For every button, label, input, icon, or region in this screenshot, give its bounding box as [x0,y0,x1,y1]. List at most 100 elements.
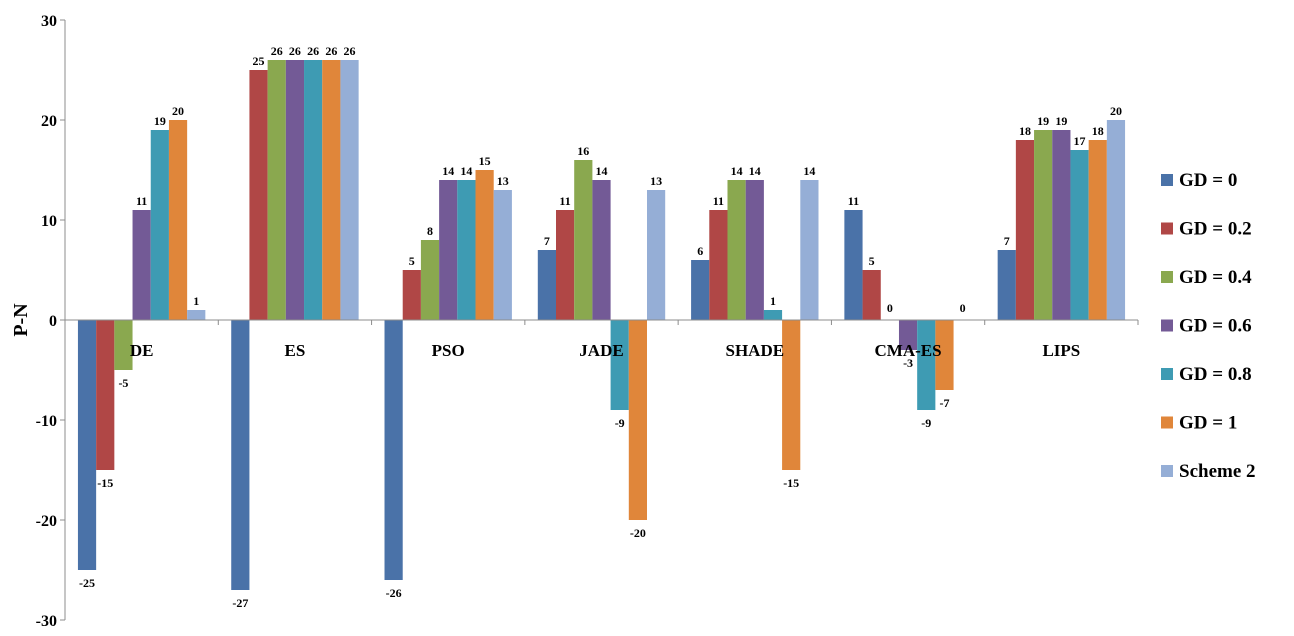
bar-de-series-5 [168,120,188,320]
data-label: 18 [1092,124,1104,138]
data-label: 1 [770,294,776,308]
data-label: 26 [271,44,283,58]
bar-de-series-1 [96,320,115,470]
bar-lips-series-1 [1015,140,1035,320]
legend-swatch [1161,368,1173,380]
legend-label: Scheme 2 [1179,461,1256,482]
data-label: 26 [325,44,337,58]
category-label: JADE [579,341,623,360]
bar-de-series-6 [187,310,206,320]
bar-shade-series-2 [727,180,746,320]
data-label: 1 [193,294,199,308]
data-label: 25 [253,54,265,68]
data-label: 19 [1055,114,1067,128]
legend-swatch [1161,174,1173,186]
bar-de-series-3 [132,210,151,320]
bar-shade-series-6 [800,180,819,320]
y-tick-label: 10 [41,213,57,230]
data-label: 0 [960,301,966,315]
bar-es-series-5 [322,60,341,320]
bar-es-series-4 [304,60,323,320]
bar-pso-series-3 [439,180,458,320]
bar-es-series-0 [231,320,250,590]
data-label: 14 [596,164,608,178]
bar-cma-es-series-4 [917,320,936,410]
data-label: -25 [79,576,95,590]
data-label: 14 [731,164,743,178]
bar-pso-series-4 [457,180,476,320]
data-label: 11 [848,194,859,208]
category-label: DE [130,341,154,360]
bar-lips-series-4 [1070,150,1089,320]
data-label: 26 [344,44,356,58]
y-tick-label: -20 [36,513,57,530]
data-label: -9 [615,416,625,430]
data-label: 19 [1037,114,1049,128]
bar-cma-es-series-3 [898,320,918,350]
data-label: 15 [479,154,491,168]
bar-jade-series-4 [610,320,629,410]
data-label: 14 [749,164,761,178]
legend-label: GD = 0.4 [1179,267,1252,288]
category-label: SHADE [726,341,785,360]
legend-label: GD = 0.6 [1179,316,1252,337]
legend-swatch [1161,319,1173,332]
category-label: PSO [432,341,465,360]
legend-swatch [1161,465,1173,477]
data-label: -20 [630,526,646,540]
bar-shade-series-0 [691,260,710,320]
bar-jade-series-2 [574,160,593,320]
data-label: -26 [386,586,402,600]
bar-es-series-3 [285,60,305,320]
bar-lips-series-0 [997,250,1016,320]
category-label: CMA-ES [875,341,942,360]
legend-label: GD = 1 [1179,413,1237,434]
data-label: 8 [427,224,433,238]
legend-swatch [1161,416,1173,429]
bar-jade-series-6 [647,190,666,320]
bar-pso-series-1 [402,270,421,320]
data-label: 16 [577,144,589,158]
bar-es-series-6 [340,60,359,320]
y-tick-label: 30 [41,13,57,30]
data-label: 0 [887,301,893,315]
bar-de-series-0 [77,320,97,570]
legend: GD = 0 GD = 0.2 GD = 0.4 GD = 0.6 GD = 0.8 GD… [1161,170,1256,482]
legend-label: GD = 0.8 [1179,364,1252,385]
data-label: -7 [939,396,949,410]
data-label: 26 [289,44,301,58]
bar-shade-series-1 [709,210,728,320]
category-label: ES [285,341,306,360]
data-label: -15 [97,476,113,490]
data-label: -5 [118,376,128,390]
data-label: 18 [1019,124,1031,138]
bar-es-series-1 [249,70,268,320]
data-label: 7 [1004,234,1010,248]
data-label: -3 [903,356,913,370]
y-tick-label: -10 [36,413,57,430]
data-label: 14 [460,164,472,178]
data-label: 5 [409,254,415,268]
data-label: 26 [307,44,319,58]
bar-es-series-2 [267,60,286,320]
legend-label: GD = 0 [1179,170,1237,191]
bar-shade-series-4 [763,310,783,320]
y-tick-label: 0 [49,313,57,330]
y-tick-label: 20 [41,113,57,130]
bar-shade-series-3 [745,180,764,320]
bar-de-series-4 [150,130,169,320]
bar-lips-series-5 [1088,140,1107,320]
data-label: -15 [783,476,799,490]
bar-de-series-2 [114,320,133,370]
data-label: 20 [172,104,184,118]
data-label: 17 [1074,134,1086,148]
data-label: 13 [497,174,509,188]
bar-pso-series-2 [420,240,440,320]
y-tick-label: -30 [36,613,57,630]
bar-lips-series-3 [1052,130,1071,320]
y-axis-title: P-N [10,303,32,337]
data-label: 13 [650,174,662,188]
category-label: LIPS [1042,341,1080,360]
